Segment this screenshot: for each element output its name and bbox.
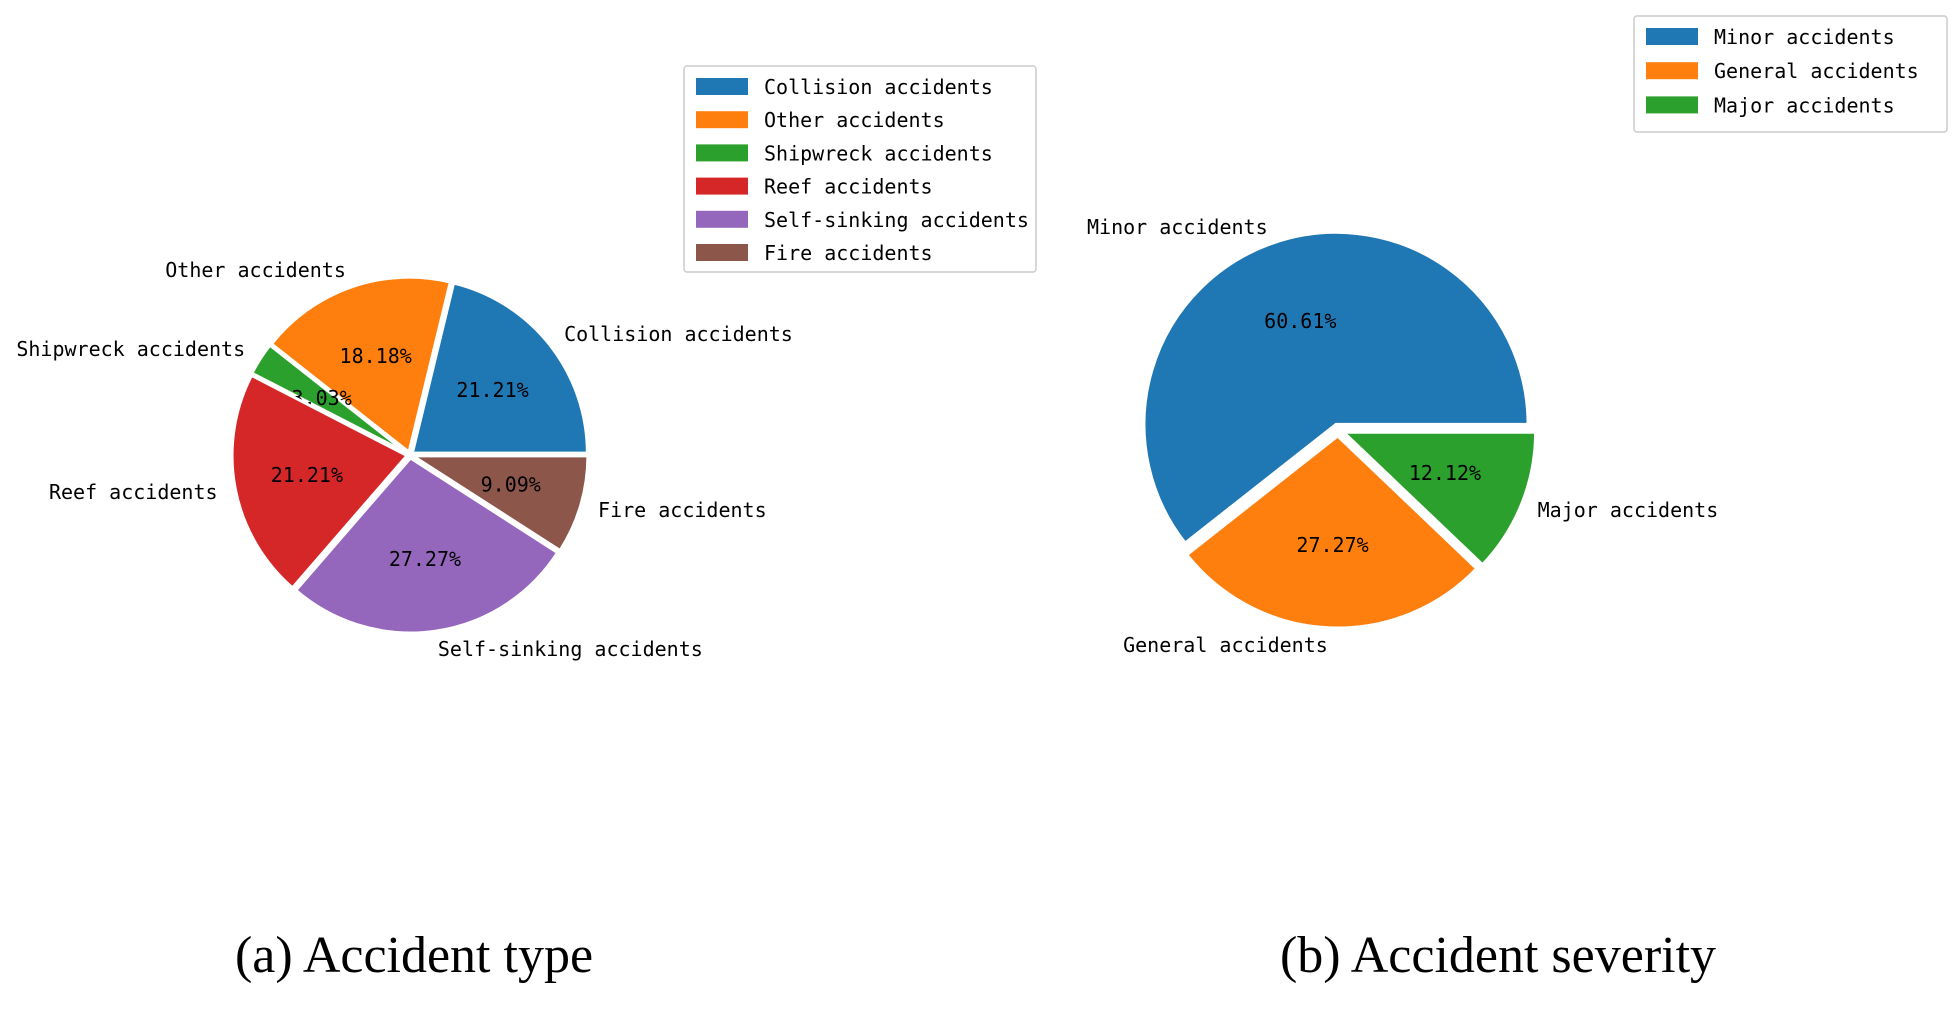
legend-label-collision-accidents: Collision accidents: [764, 75, 993, 99]
legend: Collision accidents Other accidents Shipwr…: [683, 65, 1037, 273]
pie-slice-reef-accidents: [230, 373, 410, 590]
pie-slice-shipwreck-accidents: [249, 343, 409, 455]
legend-label-shipwreck-accidents: Shipwreck accidents: [764, 141, 993, 165]
category-label-fire-accidents: Fire accidents: [598, 498, 767, 522]
caption-accident-type: (a) Accident type: [235, 927, 593, 984]
pie-slice-major-accidents: [1339, 430, 1538, 567]
pie-slice-other-accidents: [269, 275, 453, 455]
pct-label-reef-accidents: 21.21%: [271, 463, 343, 487]
accident-type-chart: 21.21% Collision accidents 18.18% Other acc…: [16, 65, 1037, 661]
pie-slice-self-sinking-accidents: [293, 456, 560, 635]
category-label-major-accidents: Major accidents: [1538, 498, 1719, 522]
legend-label-general-accidents: General accidents: [1714, 59, 1919, 83]
pie-slice-minor-accidents: [1142, 230, 1530, 546]
legend-frame: [683, 65, 1037, 273]
category-label-general-accidents: General accidents: [1123, 633, 1328, 657]
legend-swatch-major-accidents: [1646, 96, 1698, 114]
legend-swatch-shipwreck-accidents: [696, 144, 748, 162]
legend-swatch-collision-accidents: [696, 78, 748, 95]
category-label-self-sinking-accidents: Self-sinking accidents: [438, 637, 703, 661]
caption-accident-severity: (b) Accident severity: [1280, 927, 1716, 984]
pct-label-other-accidents: 18.18%: [340, 344, 412, 368]
category-label-shipwreck-accidents: Shipwreck accidents: [16, 337, 245, 361]
legend: Minor accidents General accidents Major ac…: [1633, 15, 1948, 133]
pct-label-general-accidents: 27.27%: [1296, 533, 1368, 557]
legend-swatch-other-accidents: [696, 111, 748, 129]
pie-slice-collision-accidents: [410, 281, 589, 455]
legend-swatch-minor-accidents: [1646, 28, 1698, 45]
pct-label-self-sinking-accidents: 27.27%: [389, 547, 461, 571]
category-label-reef-accidents: Reef accidents: [49, 480, 218, 504]
pie-slice-general-accidents: [1184, 434, 1479, 630]
pct-label-minor-accidents: 60.61%: [1264, 309, 1336, 333]
pie-slice-fire-accidents: [407, 454, 590, 553]
category-label-collision-accidents: Collision accidents: [564, 322, 793, 346]
legend-label-reef-accidents: Reef accidents: [764, 175, 933, 199]
pct-label-fire-accidents: 9.09%: [481, 473, 541, 497]
pct-label-collision-accidents: 21.21%: [456, 378, 528, 402]
legend-label-minor-accidents: Minor accidents: [1714, 25, 1895, 49]
legend-swatch-reef-accidents: [696, 177, 748, 195]
pct-label-major-accidents: 12.12%: [1409, 461, 1481, 485]
legend-swatch-general-accidents: [1646, 62, 1698, 80]
category-label-other-accidents: Other accidents: [165, 258, 346, 282]
legend-label-other-accidents: Other accidents: [764, 108, 945, 132]
legend-swatch-self-sinking-accidents: [696, 210, 748, 228]
legend-label-self-sinking-accidents: Self-sinking accidents: [764, 208, 1029, 232]
category-label-minor-accidents: Minor accidents: [1087, 215, 1268, 239]
legend-frame: [1633, 15, 1948, 133]
accident-severity-chart: 60.61% Minor accidents 27.27% General accid…: [1087, 15, 1948, 657]
legend-label-fire-accidents: Fire accidents: [764, 241, 933, 265]
legend-swatch-fire-accidents: [696, 244, 748, 261]
legend-label-major-accidents: Major accidents: [1714, 93, 1895, 117]
